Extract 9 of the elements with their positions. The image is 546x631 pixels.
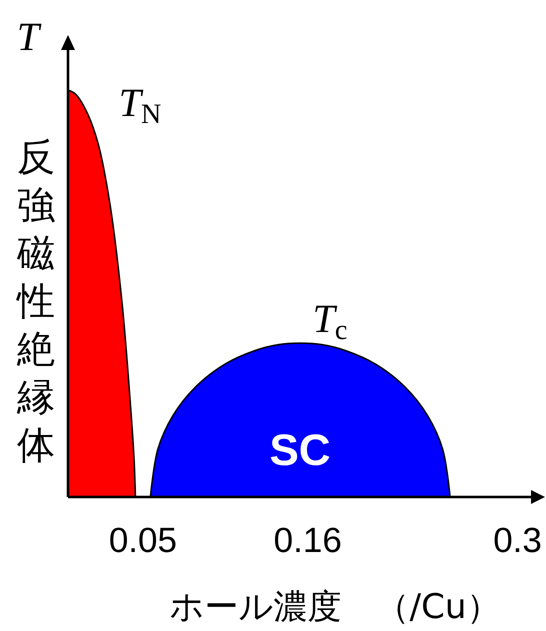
x-tick-label: 0.16: [274, 521, 342, 560]
annotation: T$_{N}$: [118, 80, 162, 130]
annotation: T$_{c}$: [312, 296, 348, 346]
x-tick-label: 0.3: [493, 521, 542, 560]
text: 反強磁性絶縁体: [16, 135, 55, 467]
x-axis-title: ホール濃度 （/Cu）: [170, 587, 500, 627]
y-axis-title: T: [16, 14, 42, 59]
annotation: SC: [269, 426, 331, 475]
x-tick-label: 0.05: [108, 521, 177, 560]
